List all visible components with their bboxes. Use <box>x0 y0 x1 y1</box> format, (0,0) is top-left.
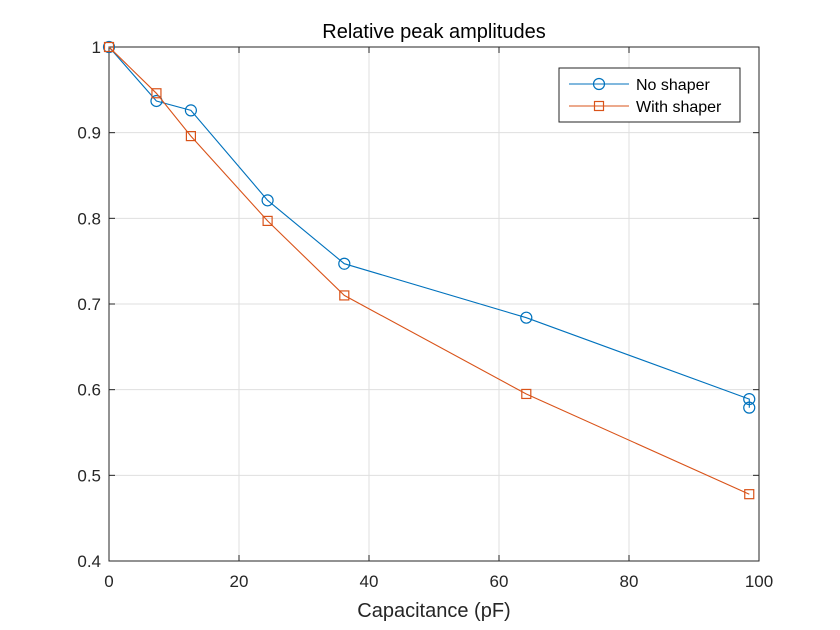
x-tick-label: 20 <box>230 572 249 591</box>
legend-label-with-shaper: With shaper <box>636 99 722 116</box>
data-point-no-shaper <box>261 194 274 207</box>
x-tick-label: 100 <box>745 572 773 591</box>
y-tick-label: 0.5 <box>77 466 101 485</box>
chart-title: Relative peak amplitudes <box>322 21 545 43</box>
data-point-no-shaper <box>743 401 756 414</box>
data-point-with-shaper <box>103 41 115 53</box>
y-tick-label: 0.4 <box>77 552 101 571</box>
data-point-with-shaper <box>151 88 162 99</box>
y-tick-label: 0.6 <box>77 381 101 400</box>
data-point-no-shaper <box>520 311 533 324</box>
data-point-no-shaper <box>184 104 197 117</box>
data-point-with-shaper <box>339 290 350 301</box>
data-series <box>102 40 756 500</box>
legend-marker-with-shaper <box>593 100 605 112</box>
data-point-with-shaper <box>744 489 755 500</box>
series-line-with-shaper <box>108 46 750 495</box>
data-point-no-shaper <box>743 392 756 406</box>
data-point-with-shaper <box>185 130 196 142</box>
y-tick-label: 0.8 <box>77 209 101 228</box>
x-tick-label: 80 <box>620 572 639 591</box>
y-tick-label: 1 <box>92 38 101 57</box>
axis-ticks: 0 20 40 60 80 100 0.4 0.5 0.6 0.7 0.8 0.9 1 <box>77 38 773 591</box>
grid <box>108 46 760 562</box>
series-no-shaper <box>102 40 756 414</box>
series-with-shaper <box>103 41 755 500</box>
x-tick-label: 0 <box>104 572 113 591</box>
x-tick-label: 40 <box>360 572 379 591</box>
data-point-with-shaper <box>521 388 532 400</box>
data-point-no-shaper <box>338 257 351 270</box>
legend-label-no-shaper: No shaper <box>636 77 710 94</box>
x-tick-label: 60 <box>490 572 509 591</box>
data-point-with-shaper <box>262 215 273 227</box>
legend: No shaper With shaper <box>558 67 741 123</box>
legend-box <box>558 67 741 123</box>
legend-marker-no-shaper <box>592 77 606 91</box>
data-point-no-shaper <box>102 40 116 54</box>
y-tick-label: 0.9 <box>77 124 101 143</box>
y-tick-label: 0.7 <box>77 295 101 314</box>
x-axis-title: Capacitance (pF) <box>357 600 510 622</box>
